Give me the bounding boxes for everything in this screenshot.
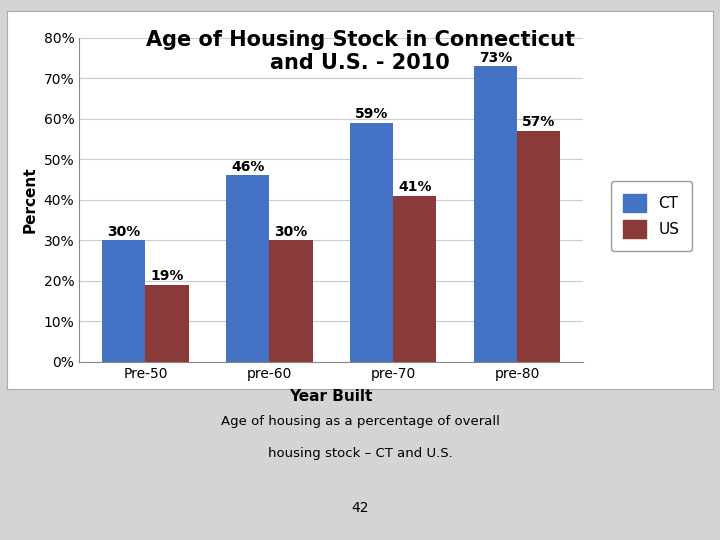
Bar xyxy=(145,285,189,362)
Text: 30%: 30% xyxy=(274,225,307,239)
Legend: CT, US: CT, US xyxy=(611,181,692,251)
Bar xyxy=(350,123,393,362)
X-axis label: Year Built: Year Built xyxy=(289,389,373,404)
Bar xyxy=(474,66,517,362)
Text: housing stock – CT and U.S.: housing stock – CT and U.S. xyxy=(268,447,452,460)
Bar xyxy=(102,240,145,362)
Y-axis label: Percent: Percent xyxy=(23,166,38,233)
Text: 19%: 19% xyxy=(150,269,184,283)
Bar xyxy=(226,176,269,362)
Bar xyxy=(269,240,312,362)
Text: 30%: 30% xyxy=(107,225,140,239)
Text: 73%: 73% xyxy=(479,51,512,64)
Text: 42: 42 xyxy=(351,501,369,515)
Bar xyxy=(393,195,436,362)
Text: 46%: 46% xyxy=(231,160,264,174)
Bar xyxy=(517,131,560,362)
Text: 41%: 41% xyxy=(398,180,431,194)
Text: 57%: 57% xyxy=(522,116,555,130)
Text: Age of housing as a percentage of overall: Age of housing as a percentage of overal… xyxy=(220,415,500,428)
Text: Age of Housing Stock in Connecticut
and U.S. - 2010: Age of Housing Stock in Connecticut and … xyxy=(145,30,575,73)
Text: 59%: 59% xyxy=(355,107,388,122)
